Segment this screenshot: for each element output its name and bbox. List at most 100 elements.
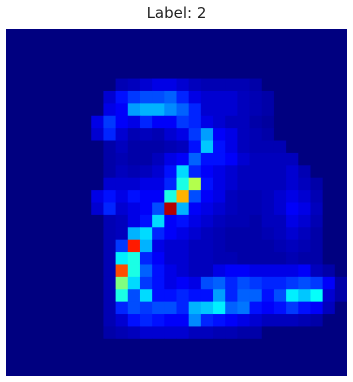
heatmap-cell (249, 314, 263, 327)
heatmap-cell (164, 301, 177, 315)
heatmap-cell (188, 190, 202, 203)
heatmap-cell (30, 227, 44, 241)
heatmap-cell (164, 66, 177, 80)
heatmap-cell (298, 165, 311, 179)
heatmap-cell (261, 115, 275, 129)
heatmap-cell (152, 214, 165, 228)
heatmap-cell (261, 264, 275, 278)
heatmap-cell (334, 66, 347, 80)
heatmap-cell (298, 190, 311, 203)
heatmap-cell (79, 338, 92, 352)
heatmap-cell (152, 264, 165, 278)
heatmap-cell (334, 301, 347, 315)
heatmap-cell (225, 190, 238, 203)
heatmap-cell (310, 202, 324, 216)
heatmap-cell (188, 165, 202, 179)
heatmap-cell (139, 140, 153, 154)
heatmap-cell (127, 301, 141, 315)
heatmap-cell (91, 301, 104, 315)
heatmap-cell (261, 140, 275, 154)
heatmap-cell (66, 66, 80, 80)
heatmap-cell (176, 128, 190, 142)
heatmap-cell (188, 276, 202, 290)
heatmap-cell (79, 301, 92, 315)
heatmap-cell (286, 90, 299, 104)
heatmap-cell (66, 289, 80, 303)
heatmap-cell (322, 103, 336, 117)
heatmap-cell (273, 103, 287, 117)
heatmap-cell (66, 202, 80, 216)
heatmap-cell (66, 301, 80, 315)
heatmap-cell (261, 227, 275, 241)
heatmap-cell (188, 326, 202, 340)
heatmap-cell (188, 177, 202, 191)
heatmap-cell (127, 289, 141, 303)
heatmap-cell (152, 53, 165, 67)
heatmap-cell (225, 115, 238, 129)
heatmap-cell (18, 103, 31, 117)
heatmap-cell (54, 239, 68, 253)
heatmap-cell (322, 53, 336, 67)
heatmap-cell (66, 140, 80, 154)
heatmap-cell (249, 202, 263, 216)
heatmap-cell (310, 103, 324, 117)
heatmap-cell (42, 301, 56, 315)
heatmap-cell (91, 140, 104, 154)
heatmap-cell (188, 66, 202, 80)
heatmap-cell (273, 41, 287, 55)
heatmap-cell (54, 289, 68, 303)
heatmap-cell (6, 363, 19, 376)
heatmap-cell (176, 363, 190, 376)
heatmap-cell (18, 227, 31, 241)
heatmap-cell (188, 264, 202, 278)
heatmap-cell (225, 239, 238, 253)
heatmap-cell (261, 351, 275, 365)
heatmap-cell (42, 90, 56, 104)
heatmap-cell (176, 29, 190, 42)
heatmap-cell (213, 115, 226, 129)
heatmap-cell (30, 338, 44, 352)
heatmap-cell (298, 214, 311, 228)
heatmap-cell (103, 239, 117, 253)
heatmap-cell (213, 314, 226, 327)
heatmap-cell (213, 177, 226, 191)
heatmap-cell (152, 239, 165, 253)
heatmap-cell (139, 190, 153, 203)
heatmap-cell (225, 53, 238, 67)
heatmap-cell (237, 177, 251, 191)
heatmap-cell (103, 276, 117, 290)
heatmap-cell (273, 190, 287, 203)
heatmap-cell (6, 190, 19, 203)
heatmap-cell (115, 90, 129, 104)
heatmap-cell (152, 252, 165, 265)
heatmap-cell (54, 115, 68, 129)
heatmap-cell (30, 53, 44, 67)
heatmap-cell (176, 53, 190, 67)
heatmap-cell (322, 264, 336, 278)
heatmap-cell (200, 53, 214, 67)
heatmap-cell (54, 214, 68, 228)
heatmap-cell (249, 103, 263, 117)
heatmap-cell (42, 239, 56, 253)
heatmap-cell (188, 41, 202, 55)
heatmap-cell (176, 177, 190, 191)
heatmap-cell (310, 53, 324, 67)
heatmap-cell (213, 53, 226, 67)
heatmap-cell (322, 227, 336, 241)
heatmap-cell (115, 301, 129, 315)
heatmap-cell (54, 128, 68, 142)
heatmap-cell (176, 338, 190, 352)
heatmap-cell (273, 152, 287, 166)
heatmap-cell (200, 276, 214, 290)
heatmap-cell (115, 276, 129, 290)
heatmap-cell (322, 140, 336, 154)
heatmap-cell (334, 177, 347, 191)
heatmap-cell (54, 29, 68, 42)
heatmap-cell (127, 338, 141, 352)
heatmap-cell (188, 351, 202, 365)
heatmap-cell (176, 351, 190, 365)
heatmap-cell (237, 252, 251, 265)
heatmap-cell (273, 202, 287, 216)
heatmap-cell (42, 115, 56, 129)
heatmap-cell (6, 252, 19, 265)
